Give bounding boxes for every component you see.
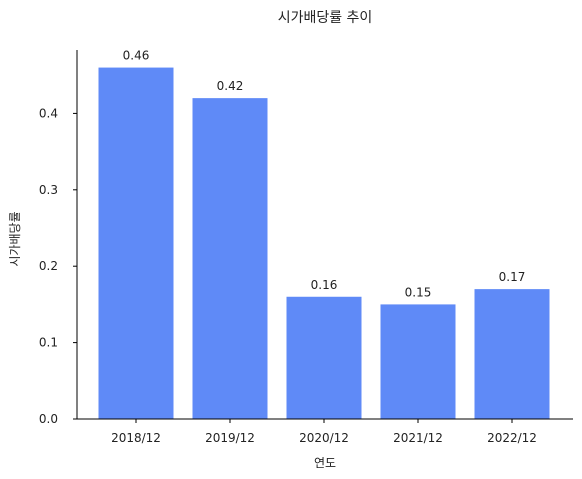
y-tick-label-3: 0.3 (39, 183, 58, 197)
y-tick-label-1: 0.1 (39, 336, 58, 350)
bar-2021-12 (380, 304, 456, 419)
y-ticks-group: 0.0 0.1 0.2 0.3 0.4 (39, 106, 77, 426)
bar-2018-12 (98, 67, 174, 420)
bars-group (98, 67, 550, 420)
y-tick-label-0: 0.0 (39, 412, 58, 426)
data-labels-group: 0.46 0.42 0.16 0.15 0.17 (123, 49, 526, 300)
x-tick-label-2019-12: 2019/12 (205, 431, 255, 445)
chart-title: 시가배당률 추이 (278, 10, 373, 26)
bar-2020-12 (286, 296, 362, 419)
bar-2022-12 (474, 289, 550, 419)
data-label-2021-12: 0.15 (405, 285, 432, 299)
y-axis-label: 시가배당률 (8, 211, 22, 266)
x-tick-label-2021-12: 2021/12 (393, 431, 443, 445)
x-ticks-group: 2018/12 2019/12 2020/12 2021/12 2022/12 (111, 419, 537, 445)
x-axis-label: 연도 (314, 456, 336, 470)
x-tick-label-2020-12: 2020/12 (299, 431, 349, 445)
x-tick-label-2022-12: 2022/12 (487, 431, 537, 445)
y-tick-label-4: 0.4 (39, 106, 58, 120)
data-label-2020-12: 0.16 (311, 278, 338, 292)
bar-2019-12 (192, 98, 268, 419)
data-label-2022-12: 0.17 (499, 270, 526, 284)
data-label-2019-12: 0.42 (217, 79, 244, 93)
data-label-2018-12: 0.46 (123, 49, 150, 63)
x-tick-label-2018-12: 2018/12 (111, 431, 161, 445)
y-tick-label-2: 0.2 (39, 259, 58, 273)
